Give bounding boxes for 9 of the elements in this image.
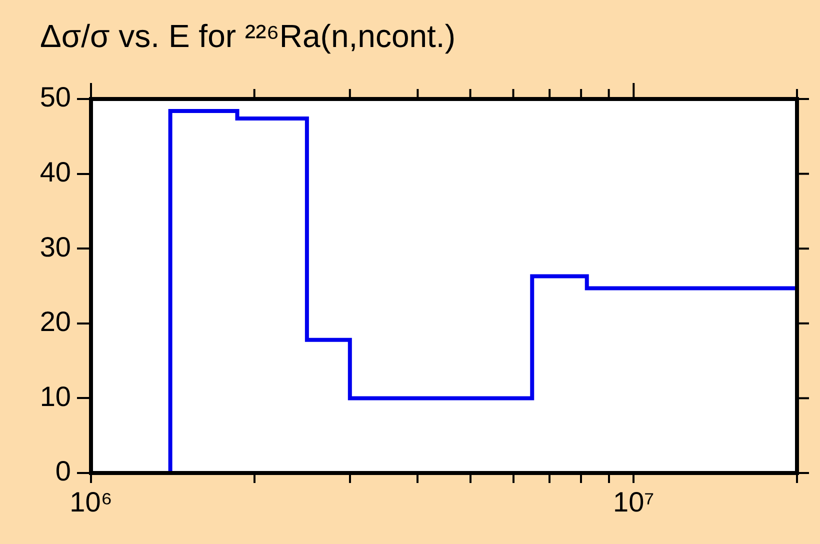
y-tick-label: 40 (40, 156, 71, 188)
x-tick-label: 10⁶ (70, 486, 112, 518)
y-tick-label: 30 (40, 231, 71, 262)
x-tick-label: 10⁷ (613, 486, 654, 518)
y-tick-label: 10 (40, 380, 71, 412)
y-tick-label: 20 (40, 306, 71, 338)
y-tick-label: 0 (55, 456, 71, 487)
y-tick-label: 50 (40, 82, 71, 113)
chart-title: Δσ/σ vs. E for ²²⁶Ra(n,ncont.) (40, 18, 456, 55)
